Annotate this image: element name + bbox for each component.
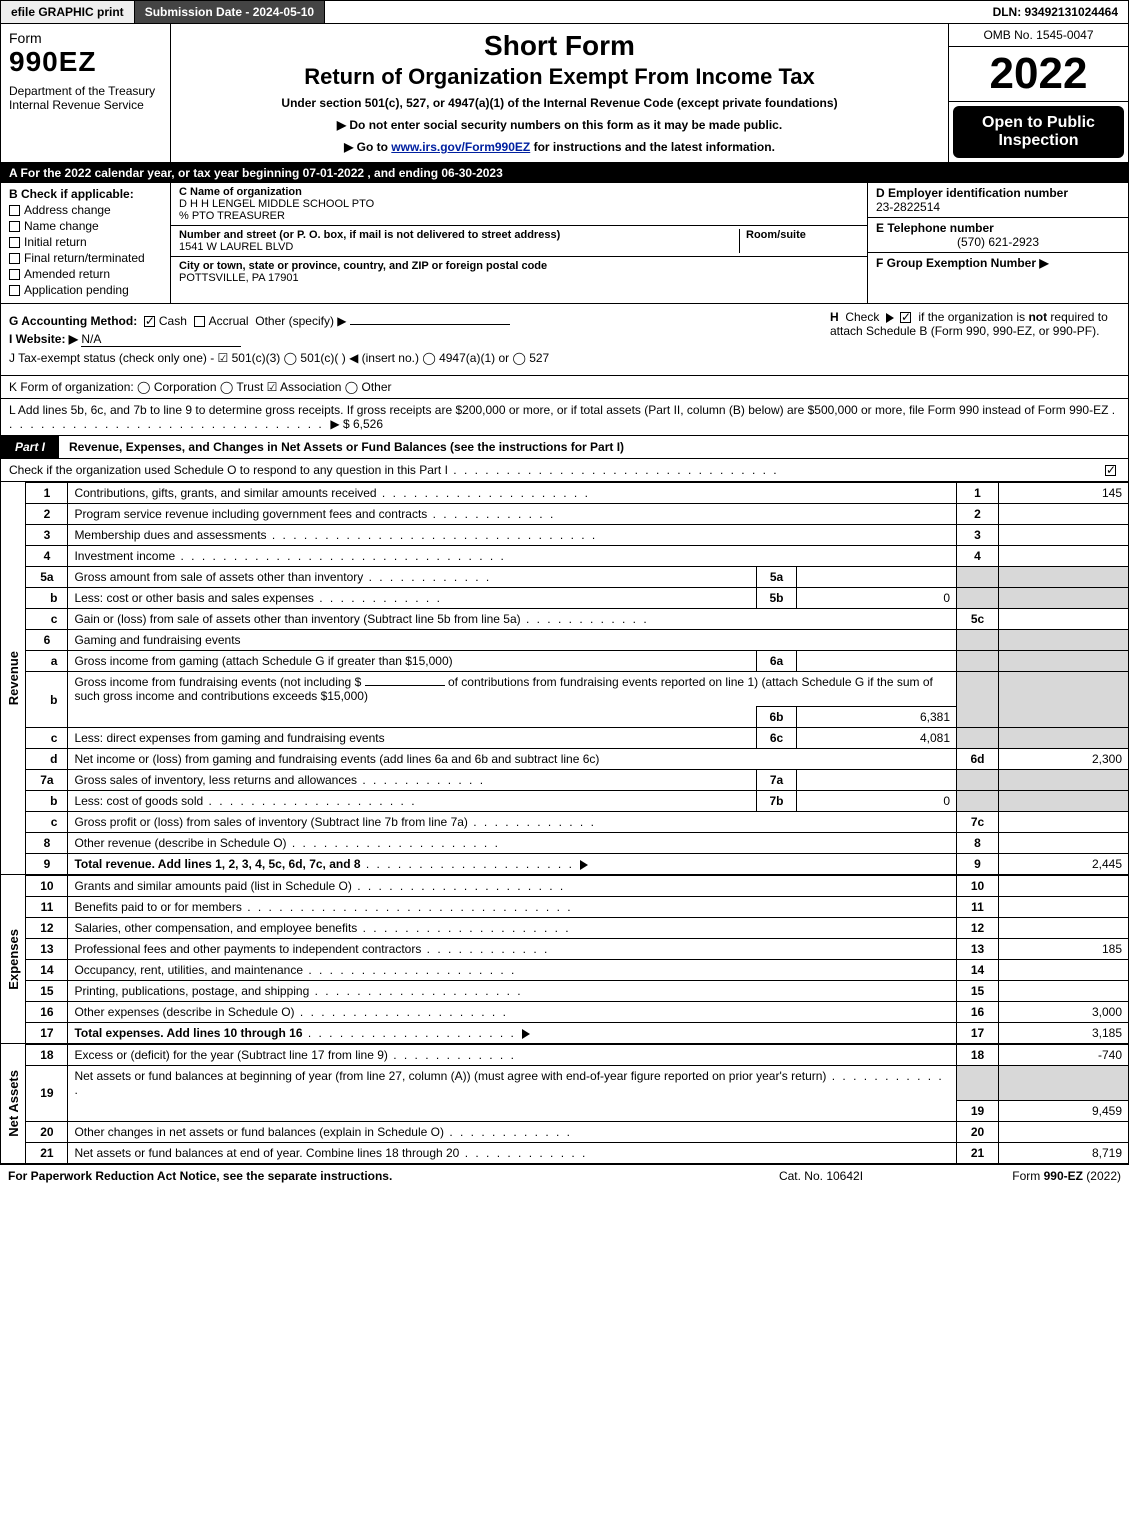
line-a: A For the 2022 calendar year, or tax yea… [0,163,1129,183]
netassets-table: 18Excess or (deficit) for the year (Subt… [25,1044,1129,1164]
street-label: Number and street (or P. O. box, if mail… [179,229,560,241]
box-b: B Check if applicable: Address change Na… [1,183,171,303]
ein-label: D Employer identification number [876,186,1068,200]
form-header: Form 990EZ Department of the Treasury In… [0,24,1129,163]
ein-value: 23-2822514 [876,200,940,214]
revenue-side-label: Revenue [0,482,25,875]
dln-label: DLN: 93492131024464 [983,1,1128,23]
chk-application-pending[interactable]: Application pending [9,283,162,297]
chk-amended-return[interactable]: Amended return [9,267,162,281]
header-right: OMB No. 1545-0047 2022 Open to Public In… [948,24,1128,162]
part1-sub-text: Check if the organization used Schedule … [9,463,448,477]
box-c: C Name of organization D H H LENGEL MIDD… [171,183,868,303]
box-d: D Employer identification number 23-2822… [868,183,1128,218]
city-label: City or town, state or province, country… [179,260,547,272]
title-short-form: Short Form [181,30,938,62]
street-row: Number and street (or P. O. box, if mail… [171,226,867,257]
triangle-icon [886,313,894,323]
box-f: F Group Exemption Number ▶ [868,253,1128,273]
city-row: City or town, state or province, country… [171,257,867,287]
footer-center: Cat. No. 10642I [721,1169,921,1183]
open-to-public: Open to Public Inspection [953,106,1124,158]
room-label: Room/suite [746,229,806,241]
row-ghij: G Accounting Method: Cash Accrual Other … [0,304,1129,376]
street-value: 1541 W LAUREL BLVD [179,241,293,253]
box-e: E Telephone number (570) 621-2923 [868,218,1128,253]
tax-year: 2022 [949,47,1128,102]
chk-accrual[interactable] [194,316,205,327]
omb-number: OMB No. 1545-0047 [949,24,1128,47]
header-center: Short Form Return of Organization Exempt… [171,24,948,162]
row-k: K Form of organization: ◯ Corporation ◯ … [0,376,1129,399]
row-i: I Website: ▶ N/A [9,332,820,347]
group-exemption-label: F Group Exemption Number ▶ [876,256,1049,270]
revenue-block: Revenue 1Contributions, gifts, grants, a… [0,482,1129,875]
note2-pre: ▶ Go to [344,140,391,154]
irs-link[interactable]: www.irs.gov/Form990EZ [391,140,530,154]
org-name-label: C Name of organization [179,186,302,198]
form-word: Form [9,30,162,46]
part1-header: Part I Revenue, Expenses, and Changes in… [0,436,1129,459]
part1-title: Revenue, Expenses, and Changes in Net As… [59,436,1128,458]
chk-initial-return[interactable]: Initial return [9,235,162,249]
website-value: N/A [81,332,241,347]
ghij-left: G Accounting Method: Cash Accrual Other … [9,310,820,369]
part1-tag: Part I [1,436,59,458]
netassets-side-label: Net Assets [0,1044,25,1164]
dots-icon [448,463,779,477]
chk-name-change[interactable]: Name change [9,219,162,233]
row-l: L Add lines 5b, 6c, and 7b to line 9 to … [0,399,1129,436]
org-name: D H H LENGEL MIDDLE SCHOOL PTO % PTO TRE… [179,198,374,222]
row-j: J Tax-exempt status (check only one) - ☑… [9,351,820,365]
row-h: H Check if the organization is not requi… [820,310,1120,369]
triangle-icon [522,1029,530,1039]
header-subtitle: Under section 501(c), 527, or 4947(a)(1)… [181,96,938,110]
page-footer: For Paperwork Reduction Act Notice, see … [0,1164,1129,1187]
org-name-row: C Name of organization D H H LENGEL MIDD… [171,183,867,226]
header-note-ssn: ▶ Do not enter social security numbers o… [181,118,938,132]
header-left: Form 990EZ Department of the Treasury In… [1,24,171,162]
chk-final-return[interactable]: Final return/terminated [9,251,162,265]
triangle-icon [580,860,588,870]
chk-address-change[interactable]: Address change [9,203,162,217]
other-specify-input[interactable] [350,324,510,325]
form-number: 990EZ [9,46,162,78]
city-value: POTTSVILLE, PA 17901 [179,272,299,284]
6b-amount-blank [365,685,445,686]
chk-cash[interactable] [144,316,155,327]
chk-schedule-b[interactable] [900,312,911,323]
header-note-link: ▶ Go to www.irs.gov/Form990EZ for instru… [181,140,938,154]
row-l-amount: ▶ $ 6,526 [330,417,383,431]
footer-left: For Paperwork Reduction Act Notice, see … [8,1169,721,1183]
submission-date: Submission Date - 2024-05-10 [135,1,325,23]
department-label: Department of the Treasury Internal Reve… [9,84,162,112]
phone-label: E Telephone number [876,221,994,235]
top-bar: efile GRAPHIC print Submission Date - 20… [0,0,1129,24]
netassets-block: Net Assets 18Excess or (deficit) for the… [0,1044,1129,1164]
note2-post: for instructions and the latest informat… [530,140,775,154]
chk-schedule-o[interactable] [1105,465,1116,476]
box-def: D Employer identification number 23-2822… [868,183,1128,303]
revenue-table: 1Contributions, gifts, grants, and simil… [25,482,1129,875]
title-return: Return of Organization Exempt From Incom… [181,64,938,90]
expenses-table: 10Grants and similar amounts paid (list … [25,875,1129,1044]
website-label: I Website: ▶ [9,332,78,346]
efile-label: efile GRAPHIC print [1,1,135,23]
acct-method-label: G Accounting Method: [9,314,137,328]
block-bcdef: B Check if applicable: Address change Na… [0,183,1129,304]
row-h-text: H Check if the organization is not requi… [830,310,1108,338]
expenses-block: Expenses 10Grants and similar amounts pa… [0,875,1129,1044]
box-b-title: B Check if applicable: [9,187,162,201]
footer-right: Form 990-EZ (2022) [921,1169,1121,1183]
topbar-spacer [325,1,982,23]
phone-value: (570) 621-2923 [876,235,1120,249]
row-g: G Accounting Method: Cash Accrual Other … [9,314,820,328]
part1-sub: Check if the organization used Schedule … [0,459,1129,482]
row-l-text: L Add lines 5b, 6c, and 7b to line 9 to … [9,403,1108,417]
expenses-side-label: Expenses [0,875,25,1044]
